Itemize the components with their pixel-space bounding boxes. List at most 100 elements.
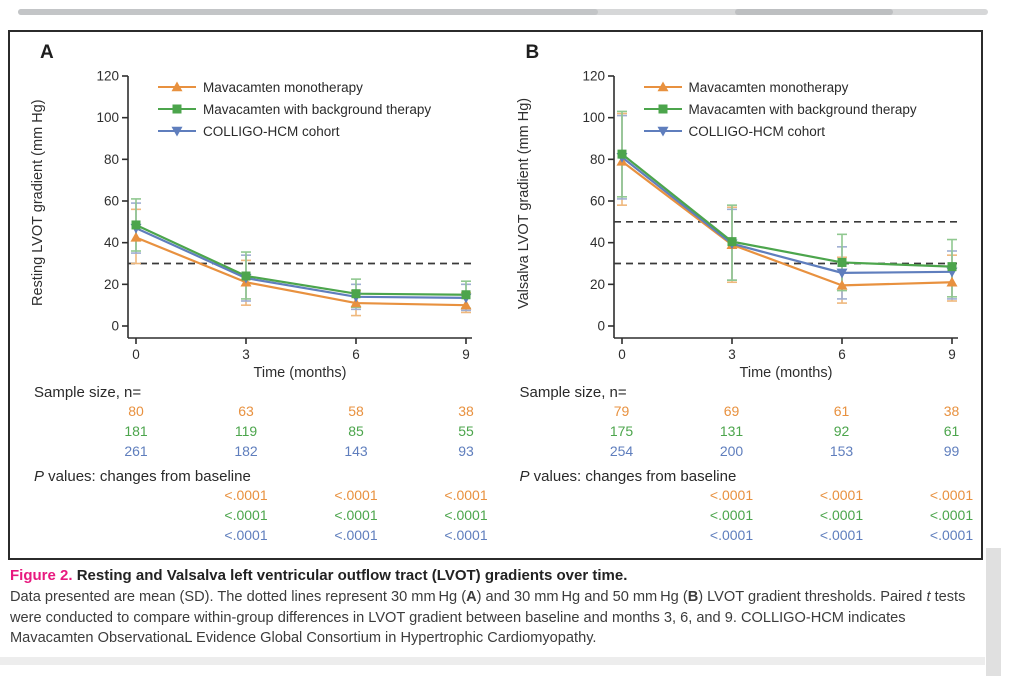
series-line xyxy=(135,236,467,307)
value-row: <.0001 <.0001 <.0001 xyxy=(10,507,496,527)
legend-item: Mavacamten monotherapy xyxy=(158,76,431,98)
value-cell: 85 xyxy=(348,423,364,439)
x-tick-label: 3 xyxy=(728,347,736,362)
value-cell: <.0001 xyxy=(929,527,974,543)
caption-segment: ) and 30 mm Hg and 50 mm Hg ( xyxy=(476,589,688,605)
series-markers xyxy=(617,149,956,272)
y-axis-label: Resting LVOT gradient (mm Hg) xyxy=(30,99,46,307)
value-cell: 80 xyxy=(128,403,144,419)
legend-label: COLLIGO-HCM cohort xyxy=(203,123,340,139)
value-cell: <.0001 xyxy=(444,487,488,503)
x-tick-label: 6 xyxy=(352,347,360,362)
triangle-up-legend-marker-icon xyxy=(158,81,196,92)
y-tick-label: 100 xyxy=(582,110,605,125)
legend-item: Mavacamten monotherapy xyxy=(643,76,917,98)
value-cell: 69 xyxy=(723,403,740,419)
value-cell: 38 xyxy=(458,403,474,419)
legend-item: Mavacamten with background therapy xyxy=(643,98,917,120)
panel-label: B xyxy=(525,42,540,63)
value-cell: 99 xyxy=(943,443,960,459)
panel-b: B Valsalva LVOT gradient (mm Hg) 0 20 40 60… xyxy=(496,32,982,556)
value-cell: 61 xyxy=(833,403,850,419)
horizontal-scrollbar-thumb[interactable] xyxy=(18,9,598,15)
value-row: <.0001 <.0001 <.0001 xyxy=(496,487,982,507)
caption-body: Data presented are mean (SD). The dotted… xyxy=(10,587,978,649)
sample-size-block: Sample size, n= 80 63 58 38 181 119 85 55 261 182… xyxy=(10,384,496,463)
triangle-down-legend-marker-icon xyxy=(158,126,196,137)
legend-label: Mavacamten with background therapy xyxy=(203,101,432,117)
value-cell: <.0001 xyxy=(819,527,864,543)
value-cell: 63 xyxy=(238,403,254,419)
p-values-label-p: P xyxy=(34,468,45,485)
x-tick-label: 6 xyxy=(838,347,846,362)
value-cell: 254 xyxy=(609,443,634,459)
value-cell: <.0001 xyxy=(929,487,974,503)
value-cell: 58 xyxy=(348,403,364,419)
error-bars xyxy=(131,208,471,317)
value-cell: <.0001 xyxy=(334,487,378,503)
chart-legend: Mavacamten monotherapy Mavacamten with ba… xyxy=(158,76,431,142)
panel-a: A Resting LVOT gradient (mm Hg) 0 20 40 60 8… xyxy=(10,32,496,556)
series-markers xyxy=(616,155,957,290)
horizontal-scrollbar-thumb-secondary[interactable] xyxy=(735,9,893,15)
p-values-block: P values: changes from baseline <.0001 <.… xyxy=(10,468,496,547)
bottom-strip xyxy=(0,657,985,665)
value-cell: 153 xyxy=(829,443,854,459)
axes: 0 20 40 60 80 100 120 0 3 6 9 Time (months) xyxy=(96,69,472,381)
sample-size-label: Sample size, n= xyxy=(34,384,142,401)
chart-legend: Mavacamten monotherapy Mavacamten with ba… xyxy=(643,76,917,142)
value-row: 175 131 92 61 xyxy=(496,423,982,443)
vertical-scrollbar-track[interactable] xyxy=(986,548,1001,676)
square-legend-marker-icon xyxy=(158,104,196,114)
x-tick-label: 9 xyxy=(462,347,470,362)
value-row: <.0001 <.0001 <.0001 xyxy=(496,527,982,547)
value-cell: <.0001 xyxy=(709,507,754,523)
value-row: 254 200 153 99 xyxy=(496,443,982,463)
y-tick-label: 80 xyxy=(589,152,604,167)
caption-segment: Figure 2. xyxy=(10,567,77,584)
square-legend-marker-icon xyxy=(643,104,682,114)
legend-label: Mavacamten with background therapy xyxy=(688,101,917,117)
axes: 0 20 40 60 80 100 120 0 3 6 9 Time (months) xyxy=(582,69,958,381)
x-axis-label: Time (months) xyxy=(254,365,347,381)
value-cell: 55 xyxy=(458,423,474,439)
value-cell: <.0001 xyxy=(444,507,488,523)
p-values-label-p: P xyxy=(519,468,530,485)
caption-segment: ) LVOT gradient thresholds. Paired xyxy=(698,589,927,605)
value-cell: 93 xyxy=(458,443,474,459)
value-row: <.0001 <.0001 <.0001 xyxy=(10,487,496,507)
x-axis-label: Time (months) xyxy=(739,365,832,381)
line-chart: 0 20 40 60 80 100 120 0 3 6 9 Time (months) xyxy=(96,69,472,381)
caption-segment: Resting and Valsalva left ventricular ou… xyxy=(76,567,628,584)
value-row: <.0001 <.0001 <.0001 xyxy=(496,507,982,527)
value-cell: 182 xyxy=(234,443,258,459)
value-cell: 261 xyxy=(124,443,148,459)
horizontal-scrollbar-track[interactable] xyxy=(18,9,988,15)
line-chart: 0 20 40 60 80 100 120 0 3 6 9 Time (months) xyxy=(582,69,958,381)
y-tick-label: 40 xyxy=(589,235,604,250)
p-values-rows: <.0001 <.0001 <.0001 <.0001 <.0001 <.0001 <.00… xyxy=(496,487,982,547)
y-axis-label: Valsalva LVOT gradient (mm Hg) xyxy=(515,97,532,309)
value-cell: 79 xyxy=(613,403,630,419)
x-tick-label: 0 xyxy=(618,347,626,362)
value-cell: 119 xyxy=(234,423,258,439)
y-tick-label: 100 xyxy=(96,110,119,125)
value-cell: <.0001 xyxy=(709,487,754,503)
triangle-down-legend-marker-icon xyxy=(643,126,682,137)
sample-size-block: Sample size, n= 79 69 61 38 175 131 92 61 254 200… xyxy=(496,384,982,463)
legend-label: COLLIGO-HCM cohort xyxy=(688,123,826,139)
value-cell: 61 xyxy=(943,423,960,439)
value-row: 80 63 58 38 xyxy=(10,403,496,423)
y-tick-label: 120 xyxy=(96,69,119,84)
sample-size-rows: 80 63 58 38 181 119 85 55 261 182 143 93 xyxy=(10,403,496,463)
figure-box: A Resting LVOT gradient (mm Hg) 0 20 40 60 8… xyxy=(8,30,983,560)
caption-segment: t xyxy=(926,589,931,605)
panel-label: A xyxy=(40,42,54,63)
p-values-label: P values: changes from baseline xyxy=(520,468,982,487)
x-tick-label: 3 xyxy=(242,347,250,362)
value-cell: 38 xyxy=(943,403,960,419)
series-markers xyxy=(131,220,471,300)
value-cell: 175 xyxy=(609,423,634,439)
value-cell: 200 xyxy=(719,443,744,459)
caption-title: Figure 2. Resting and Valsalva left vent… xyxy=(10,567,978,584)
